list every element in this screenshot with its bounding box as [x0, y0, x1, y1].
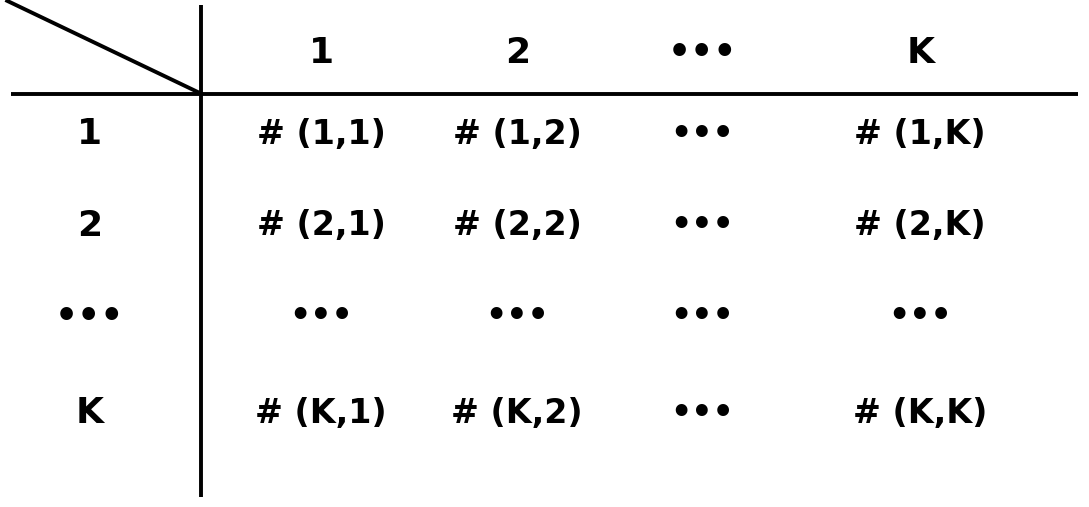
Text: •••: ••• [54, 300, 124, 334]
Text: •••: ••• [290, 300, 353, 334]
Text: K: K [906, 36, 934, 70]
Text: 2: 2 [76, 208, 102, 243]
Text: # (1,1): # (1,1) [257, 118, 386, 151]
Text: K: K [75, 396, 103, 430]
Text: # (2,1): # (2,1) [257, 209, 386, 242]
Text: 1: 1 [76, 117, 102, 152]
Text: # (1,K): # (1,K) [855, 118, 986, 151]
Text: # (2,2): # (2,2) [453, 209, 582, 242]
Text: •••: ••• [671, 396, 734, 430]
Text: 1: 1 [308, 36, 334, 70]
Text: •••: ••• [486, 300, 549, 334]
Text: •••: ••• [671, 209, 734, 242]
Text: # (K,2): # (K,2) [452, 396, 583, 430]
Text: # (K,1): # (K,1) [256, 396, 387, 430]
Text: •••: ••• [889, 300, 952, 334]
Text: # (1,2): # (1,2) [453, 118, 582, 151]
Text: # (K,K): # (K,K) [853, 396, 988, 430]
Text: # (2,K): # (2,K) [855, 209, 986, 242]
Text: •••: ••• [668, 36, 737, 70]
Text: •••: ••• [671, 300, 734, 334]
Text: •••: ••• [671, 118, 734, 151]
Text: 2: 2 [504, 36, 530, 70]
